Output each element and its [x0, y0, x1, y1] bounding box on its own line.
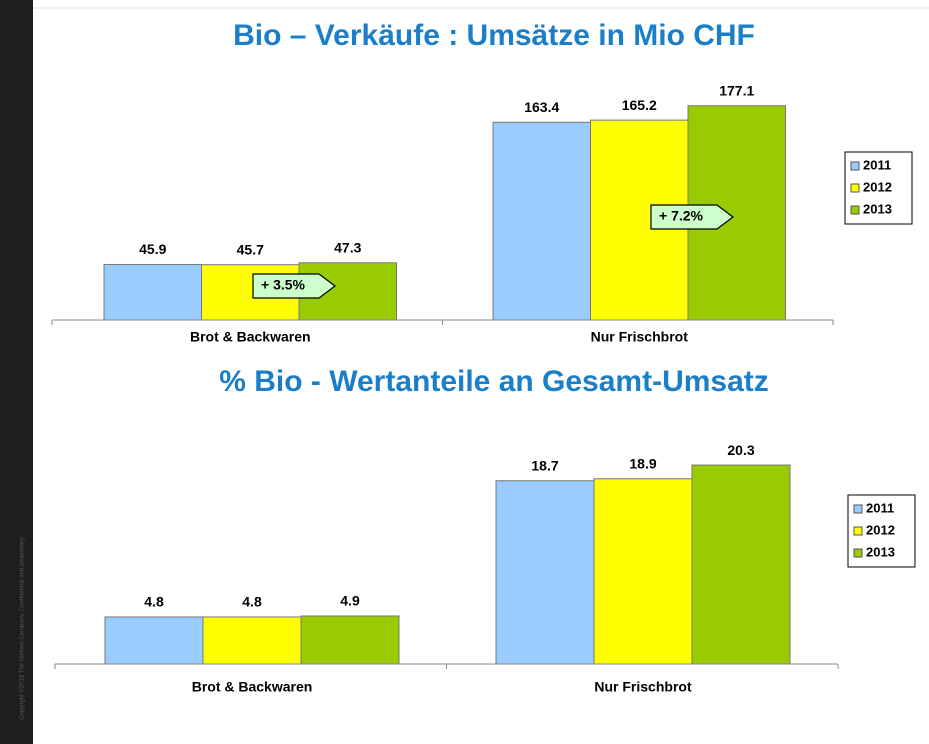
- side-band: [0, 0, 33, 744]
- legend-swatch: [853, 548, 863, 558]
- data-label: 47.3: [334, 239, 361, 255]
- x-tick-label: Nur Frischbrot: [594, 679, 692, 695]
- callout-arrow: [650, 204, 734, 230]
- data-label: 4.8: [144, 594, 164, 610]
- chart-title: % Bio - Wertanteile an Gesamt-Umsatz: [219, 365, 769, 398]
- x-tick-label: Brot & Backwaren: [192, 679, 313, 695]
- bar: [300, 615, 400, 665]
- data-label: 45.9: [139, 241, 166, 257]
- legend-label: 2013: [866, 544, 895, 559]
- bar: [492, 121, 591, 321]
- legend-swatch: [853, 504, 863, 514]
- data-label: 4.9: [340, 593, 360, 609]
- data-label: 18.7: [531, 457, 558, 473]
- data-label: 165.2: [622, 97, 657, 113]
- data-label: 20.3: [727, 442, 754, 458]
- data-label: 45.7: [237, 241, 264, 257]
- bar: [103, 263, 202, 321]
- x-tick-label: Nur Frischbrot: [591, 329, 689, 345]
- data-label: 163.4: [524, 99, 559, 115]
- copyright: Copyright ©2013 The Nielsen Company. Con…: [19, 536, 26, 720]
- data-label: 177.1: [719, 82, 754, 98]
- legend-label: 2012: [866, 522, 895, 537]
- legend-swatch: [853, 526, 863, 536]
- callout-label: + 3.5%: [261, 277, 306, 293]
- legend-label: 2013: [863, 201, 892, 216]
- data-label: 18.9: [629, 455, 656, 471]
- legend-swatch: [850, 161, 860, 171]
- data-label: 4.8: [242, 594, 262, 610]
- bar: [202, 616, 302, 665]
- bar: [495, 480, 595, 665]
- chart-title: Bio – Verkäufe : Umsätze in Mio CHF: [233, 19, 755, 52]
- legend-label: 2011: [866, 500, 894, 515]
- x-tick-label: Brot & Backwaren: [190, 329, 311, 345]
- legend-swatch: [850, 205, 860, 215]
- legend-label: 2011: [863, 157, 891, 172]
- callout-arrow: [252, 273, 336, 299]
- bar: [691, 464, 791, 665]
- legend-label: 2012: [863, 179, 892, 194]
- bar: [593, 478, 693, 665]
- callout-label: + 7.2%: [659, 208, 704, 224]
- bar: [104, 616, 204, 665]
- legend-swatch: [850, 183, 860, 193]
